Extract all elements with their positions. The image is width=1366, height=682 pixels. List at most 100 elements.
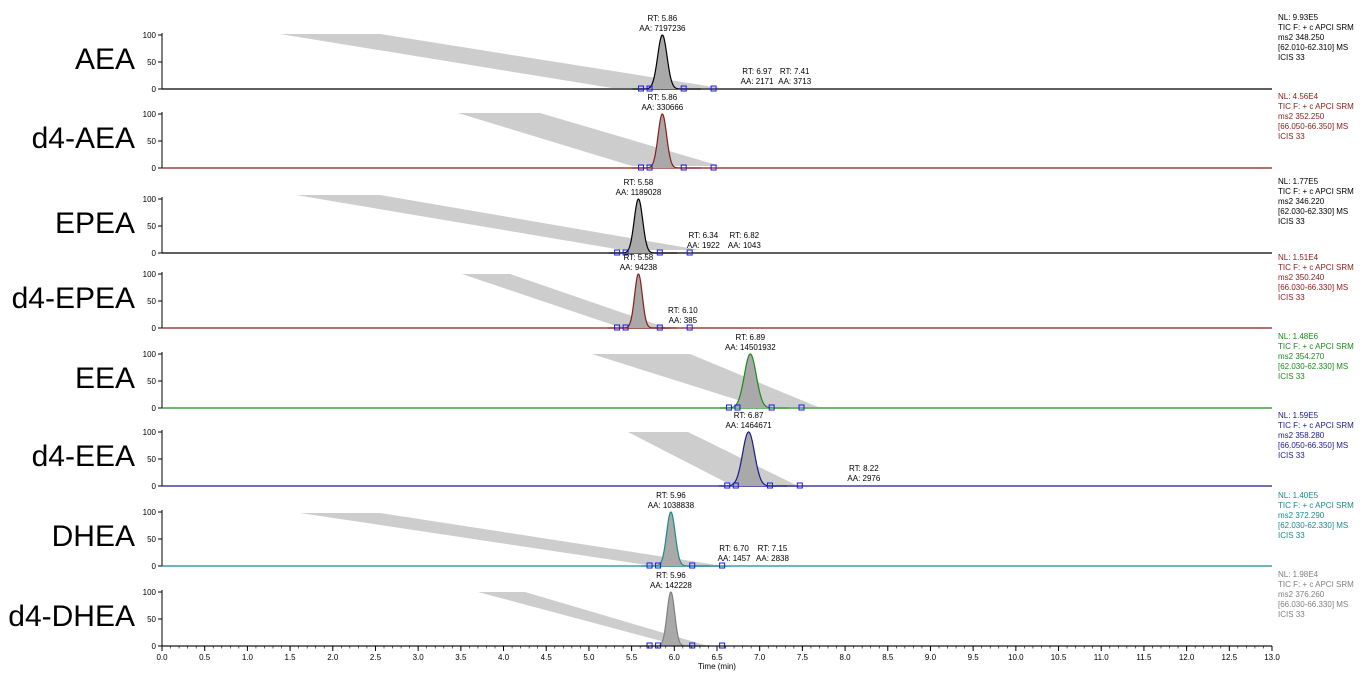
minor-peak-rt-label: RT: 6.10 [668, 306, 698, 315]
y-tick-label: 50 [147, 455, 156, 464]
scan-info-line: TIC F: + c APCI SRM [1278, 501, 1354, 510]
minor-peak-rt-label: RT: 8.22 [849, 464, 879, 473]
peak-area-label: AA: 1464671 [725, 421, 772, 430]
peak-rt-label: RT: 5.58 [624, 253, 654, 262]
x-tick-label: 3.0 [413, 653, 425, 662]
scan-info-line: [62.030-62.330] MS [1278, 207, 1348, 216]
scan-info-line: TIC F: + c APCI SRM [1278, 23, 1354, 32]
y-tick-label: 0 [152, 562, 157, 571]
integration-marker [614, 324, 621, 331]
y-tick-label: 100 [143, 270, 157, 279]
scan-info-line: TIC F: + c APCI SRM [1278, 187, 1354, 196]
integration-marker [725, 404, 732, 411]
minor-peak-rt-label: RT: 6.34 [689, 231, 719, 240]
compound-label: EPEA [55, 207, 135, 240]
integration-marker [646, 562, 653, 569]
scan-info-line: [66.050-66.350] MS [1278, 441, 1348, 450]
x-tick-label: 5.0 [583, 653, 595, 662]
scan-info-line: ms2 352.250 [1278, 112, 1325, 121]
y-tick-label: 0 [152, 85, 157, 94]
scan-info-line: [66.050-66.350] MS [1278, 122, 1348, 131]
compound-label: d4-EPEA [12, 282, 135, 315]
scan-info-line: [62.010-62.310] MS [1278, 43, 1348, 52]
integration-marker [766, 482, 773, 489]
integration-marker [686, 324, 693, 331]
x-tick-label: 10.5 [1051, 653, 1067, 662]
integration-marker [724, 482, 731, 489]
scan-info-line: ms2 354.270 [1278, 352, 1325, 361]
minor-peak-area-label: AA: 2976 [847, 474, 880, 483]
integration-marker [656, 249, 663, 256]
minor-peak-rt-label: RT: 6.70 [719, 544, 749, 553]
scan-info-line: ICIS 33 [1278, 132, 1305, 141]
x-tick-label: 0.0 [156, 653, 168, 662]
y-tick-label: 50 [147, 615, 156, 624]
x-tick-label: 4.5 [541, 653, 553, 662]
x-tick-label: 1.5 [285, 653, 297, 662]
scan-info-line: ICIS 33 [1278, 372, 1305, 381]
compound-label: d4-AEA [32, 122, 135, 155]
peak-area [608, 199, 677, 253]
scan-info-line: NL: 4.56E4 [1278, 92, 1319, 101]
minor-peak-rt-label: RT: 7.15 [758, 544, 788, 553]
y-tick-label: 100 [143, 350, 157, 359]
minor-peak-area-label: AA: 1457 [718, 554, 751, 563]
scan-info-line: ms2 348.250 [1278, 33, 1325, 42]
minor-peak-rt-label: RT: 6.97 [742, 67, 772, 76]
peak-area-label: AA: 330666 [641, 103, 683, 112]
scan-info-line: ms2 346.220 [1278, 197, 1325, 206]
x-tick-label: 2.5 [370, 653, 382, 662]
scan-info-line: TIC F: + c APCI SRM [1278, 263, 1354, 272]
compound-label: d4-EEA [32, 440, 135, 473]
x-tick-label: 11.0 [1094, 653, 1110, 662]
integration-marker [796, 482, 803, 489]
x-tick-label: 8.0 [840, 653, 852, 662]
x-tick-label: 6.5 [711, 653, 723, 662]
decorative-wedge [300, 513, 730, 567]
scan-info-line: ICIS 33 [1278, 451, 1305, 460]
scan-info-line: [66.030-66.330] MS [1278, 283, 1348, 292]
y-tick-label: 100 [143, 428, 157, 437]
peak-area-label: AA: 94238 [620, 263, 658, 272]
scan-info-line: ms2 358.280 [1278, 431, 1325, 440]
scan-info-line: ICIS 33 [1278, 53, 1305, 62]
integration-marker [656, 324, 663, 331]
peak-area-label: AA: 14501932 [725, 343, 776, 352]
minor-peak-rt-label: RT: 6.82 [729, 231, 759, 240]
scan-info-line: ICIS 33 [1278, 531, 1305, 540]
x-tick-label: 1.0 [242, 653, 254, 662]
x-tick-label: 12.0 [1179, 653, 1195, 662]
integration-marker [768, 404, 775, 411]
integration-marker [614, 249, 621, 256]
integration-marker [710, 164, 717, 171]
minor-peak-area-label: AA: 1043 [728, 241, 761, 250]
decorative-wedge [628, 432, 800, 487]
x-tick-label: 2.0 [327, 653, 339, 662]
scan-info-line: NL: 1.51E4 [1278, 253, 1319, 262]
x-tick-label: 7.0 [754, 653, 766, 662]
decorative-wedge [462, 274, 670, 329]
y-tick-label: 0 [152, 482, 157, 491]
integration-marker [655, 562, 662, 569]
scan-info-line: NL: 1.77E5 [1278, 177, 1319, 186]
integration-marker [646, 164, 653, 171]
peak-area [632, 35, 701, 89]
minor-peak-area-label: AA: 2838 [756, 554, 789, 563]
integration-marker [732, 482, 739, 489]
x-tick-label: 9.5 [968, 653, 980, 662]
y-tick-label: 100 [143, 195, 157, 204]
scan-info-line: TIC F: + c APCI SRM [1278, 421, 1354, 430]
x-tick-label: 13.0 [1264, 653, 1280, 662]
scan-info-line: ICIS 33 [1278, 217, 1305, 226]
y-tick-label: 50 [147, 377, 156, 386]
peak-area-label: AA: 142228 [650, 581, 692, 590]
peak-rt-label: RT: 6.87 [734, 411, 764, 420]
scan-info-line: TIC F: + c APCI SRM [1278, 342, 1354, 351]
x-tick-label: 9.0 [925, 653, 937, 662]
peak-area [720, 354, 789, 408]
peak-area-label: AA: 1038838 [648, 501, 695, 510]
y-tick-label: 50 [147, 222, 156, 231]
x-axis-title: Time (min) [698, 662, 736, 671]
y-tick-label: 50 [147, 535, 156, 544]
